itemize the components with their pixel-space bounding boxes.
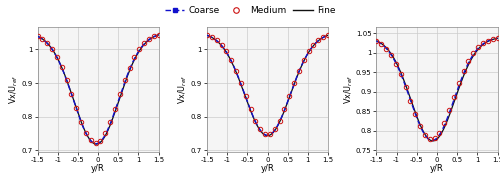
Y-axis label: Vx/U$_{ref}$: Vx/U$_{ref}$ <box>342 75 354 104</box>
Legend: Coarse, Medium, Fine: Coarse, Medium, Fine <box>161 3 339 19</box>
Y-axis label: Vx/U$_{ref}$: Vx/U$_{ref}$ <box>177 75 190 104</box>
X-axis label: y/R: y/R <box>430 164 444 173</box>
X-axis label: y/R: y/R <box>260 164 274 173</box>
X-axis label: y/R: y/R <box>91 164 105 173</box>
Y-axis label: Vx/U$_{ref}$: Vx/U$_{ref}$ <box>8 75 20 104</box>
